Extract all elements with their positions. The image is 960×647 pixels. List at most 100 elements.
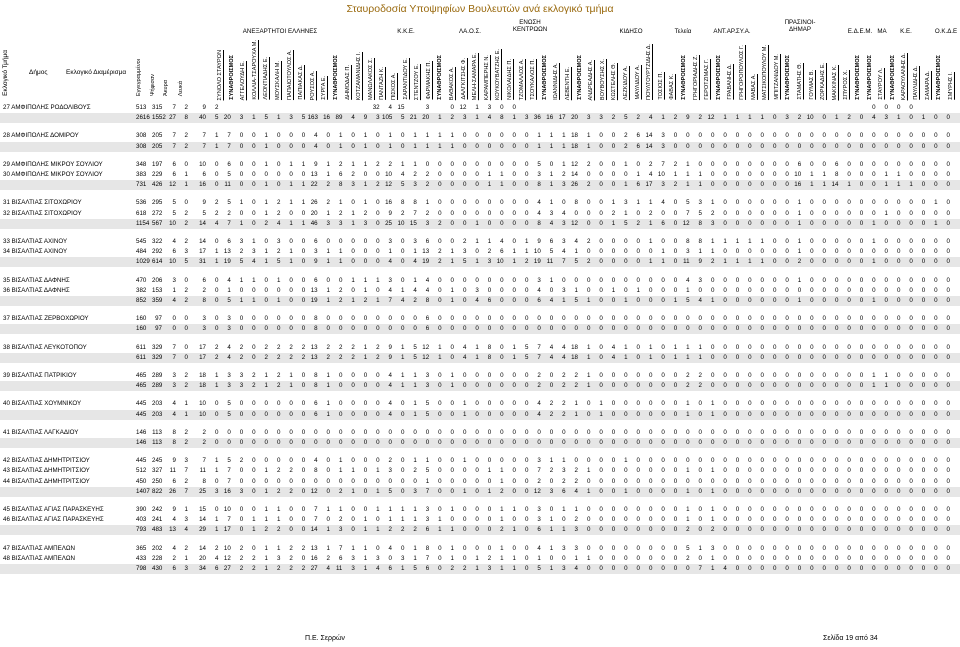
table-cell: 2 — [351, 343, 355, 351]
table-cell: 0 — [872, 209, 876, 217]
table-cell: 0 — [921, 410, 926, 418]
table-cell: 0 — [264, 325, 268, 333]
table-cell: 0 — [735, 171, 740, 178]
table-cell: 10 — [223, 544, 231, 552]
table-cell: 1 — [624, 487, 628, 495]
table-cell: 0 — [338, 276, 343, 284]
table-cell: 0 — [599, 516, 603, 524]
table-cell: 0 — [834, 526, 839, 534]
table-cell: 1 — [512, 114, 516, 122]
table-cell: 5 — [301, 114, 306, 122]
table-cell: 1 — [884, 171, 888, 178]
table-cell: 0 — [673, 526, 678, 534]
table-cell: 0 — [785, 258, 789, 266]
table-cell: 0 — [184, 325, 188, 333]
table-cell: 0 — [710, 160, 715, 168]
table-cell: 2 — [276, 248, 281, 256]
table-cell: 0 — [884, 400, 888, 408]
table-cell: 0 — [673, 439, 678, 446]
table-cell: 0 — [661, 325, 665, 333]
table-cell: 146 — [136, 428, 147, 436]
table-cell: 0 — [859, 286, 864, 294]
table-cell: 0 — [338, 428, 343, 436]
table-cell: 0 — [376, 457, 380, 465]
table-cell: 0 — [896, 276, 901, 284]
table-cell: 0 — [723, 457, 727, 465]
table-cell: 1407 — [136, 487, 150, 495]
table-cell: 0 — [648, 315, 653, 323]
table-cell: 1 — [264, 209, 268, 217]
table-cell: 0 — [884, 410, 888, 418]
table-cell: 0 — [487, 325, 492, 333]
table-cell: 1 — [884, 372, 888, 379]
table-cell: 0 — [376, 544, 380, 552]
table-cell: 14 — [199, 238, 206, 245]
table-cell: 0 — [946, 199, 950, 207]
table-cell: 0 — [847, 160, 851, 168]
table-cell: 229 — [152, 171, 163, 178]
table-cell: 4 — [487, 114, 492, 122]
table-cell: 0 — [500, 219, 504, 227]
table-cell: 0 — [450, 457, 454, 465]
table-cell: 1 — [475, 238, 479, 245]
table-cell: 0 — [810, 315, 814, 323]
footer-prefecture: Π.Ε. Σερρών — [305, 635, 345, 642]
table-cell: 0 — [748, 199, 752, 207]
table-cell: 1 — [363, 181, 368, 189]
table-cell: 19 — [310, 297, 318, 304]
table-cell: 1 — [363, 526, 368, 534]
table-cell: 4 — [562, 353, 566, 361]
table-cell: 0 — [797, 353, 802, 361]
table-cell: 0 — [264, 477, 268, 485]
table-cell: 2 — [214, 104, 219, 111]
table-cell: 0 — [586, 457, 591, 465]
table-cell: 0 — [376, 372, 380, 379]
table-cell: 0 — [896, 526, 901, 534]
table-cell: 0 — [475, 171, 479, 178]
table-cell: 0 — [289, 428, 293, 436]
column-headers: Εκλογικό Τμήμα Δήμος Εκλογικό Διαμέρισμα… — [0, 40, 960, 102]
table-cell: 3 — [661, 142, 665, 150]
table-cell: 1 — [896, 114, 901, 122]
table-cell: 1 — [413, 160, 417, 168]
table-cell: 0 — [400, 487, 405, 495]
table-cell: 0 — [934, 114, 938, 122]
table-cell: 1 — [673, 171, 678, 178]
table-cell: 1 — [586, 372, 591, 379]
table-cell: 0 — [301, 297, 306, 304]
table-cell: 1 — [698, 343, 702, 351]
table-cell: 0 — [760, 343, 764, 351]
candidate-header: ΓΕΡΟΤΖΙΜΑΣ Γ. — [704, 59, 711, 100]
table-cell: 3 — [202, 325, 206, 333]
table-cell: 5 — [264, 114, 268, 122]
table-cell: 0 — [611, 487, 616, 495]
table-cell: 289 — [152, 372, 163, 379]
table-cell: 0 — [896, 258, 901, 266]
table-cell: 0 — [599, 199, 603, 207]
table-cell: 0 — [921, 428, 926, 436]
table-cell: 2 — [326, 181, 330, 189]
party-group-label: Κ.Κ.Ε. — [397, 28, 415, 35]
table-cell: 1 — [686, 171, 690, 178]
table-cell: 3 — [314, 248, 318, 256]
table-cell: 1 — [586, 132, 591, 140]
table-cell: 0 — [834, 199, 839, 207]
table-row: 45 ΒΙΣΑΛΤΙΑΣ ΑΓΙΑΣ ΠΑΡΑΣΚΕΥΗΣ 390 242 9 1 15 0… — [0, 505, 960, 515]
table-cell: 0 — [487, 142, 492, 150]
table-cell: 7 — [172, 142, 176, 150]
table-cell: 1 — [648, 199, 653, 207]
table-cell: 2 — [202, 439, 206, 446]
table-cell: 0 — [760, 410, 764, 418]
table-cell: 1 — [413, 132, 417, 140]
row-label: 45 ΒΙΣΑΛΤΙΑΣ ΑΓΙΑΣ ΠΑΡΑΣΚΕΥΗΣ — [3, 506, 104, 513]
table-cell: 0 — [884, 544, 888, 552]
table-cell: 0 — [512, 400, 516, 408]
table-cell: 0 — [772, 142, 777, 150]
table-cell: 6 — [636, 132, 640, 140]
table-cell: 0 — [475, 516, 479, 524]
table-row: 39 ΒΙΣΑΛΤΙΑΣ ΠΑΤΡΙΚΙΟΥ 465 289 3 2 18 1 3 3 2 1 2 1 0… — [0, 371, 960, 381]
table-cell: 0 — [810, 544, 814, 552]
table-cell: 4 — [413, 258, 417, 266]
table-cell: 0 — [785, 372, 789, 379]
table-cell: 0 — [301, 467, 306, 475]
